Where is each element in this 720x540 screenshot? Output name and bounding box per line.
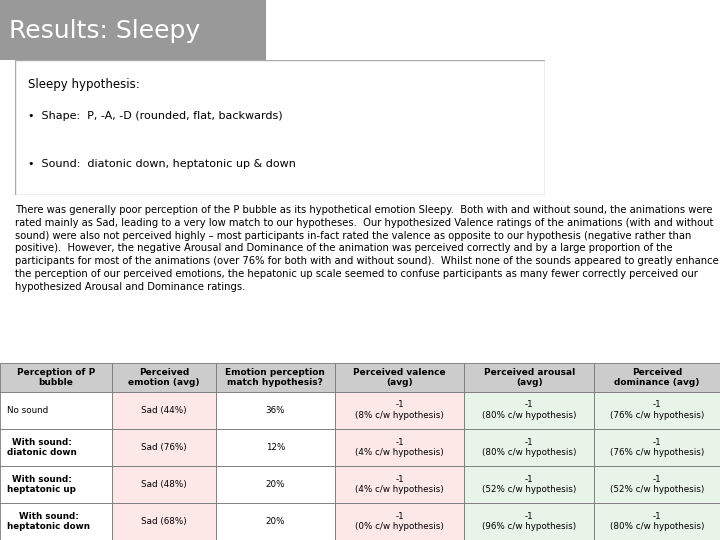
Text: Sleepy hypothesis:: Sleepy hypothesis: bbox=[28, 78, 140, 91]
Text: Results: Sleepy: Results: Sleepy bbox=[9, 19, 199, 43]
Bar bbox=[216, 363, 335, 391]
Bar bbox=[594, 466, 720, 503]
Bar bbox=[0, 429, 112, 466]
Text: There was generally poor perception of the P bubble as its hypothetical emotion : There was generally poor perception of t… bbox=[15, 205, 719, 292]
Text: No sound: No sound bbox=[7, 406, 48, 415]
Text: -1
(76% c/w hypothesis): -1 (76% c/w hypothesis) bbox=[610, 400, 704, 420]
Text: -1
(80% c/w hypothesis): -1 (80% c/w hypothesis) bbox=[610, 512, 704, 531]
Text: With sound:
heptatonic down: With sound: heptatonic down bbox=[7, 512, 90, 531]
Text: Sad (68%): Sad (68%) bbox=[141, 517, 186, 526]
Text: -1
(80% c/w hypothesis): -1 (80% c/w hypothesis) bbox=[482, 437, 577, 457]
Bar bbox=[0, 466, 112, 503]
Bar bbox=[112, 392, 216, 429]
Bar bbox=[594, 429, 720, 466]
Text: •  Shape:  P, -A, -D (rounded, flat, backwards): • Shape: P, -A, -D (rounded, flat, backw… bbox=[28, 111, 283, 122]
Text: Sad (76%): Sad (76%) bbox=[141, 443, 186, 452]
Bar bbox=[464, 429, 594, 466]
Bar bbox=[335, 466, 464, 503]
Text: 36%: 36% bbox=[266, 406, 285, 415]
Bar bbox=[112, 363, 216, 391]
Bar bbox=[0, 503, 112, 540]
Text: -1
(52% c/w hypothesis): -1 (52% c/w hypothesis) bbox=[610, 475, 704, 494]
Bar bbox=[0, 392, 112, 429]
Bar bbox=[0, 0, 266, 60]
Text: Perception of P
bubble: Perception of P bubble bbox=[17, 368, 95, 387]
Bar bbox=[112, 466, 216, 503]
Bar bbox=[216, 429, 335, 466]
Text: With sound:
heptatonic up: With sound: heptatonic up bbox=[7, 475, 76, 494]
Text: Perceived valence
(avg): Perceived valence (avg) bbox=[354, 368, 446, 387]
Bar bbox=[216, 503, 335, 540]
Text: -1
(76% c/w hypothesis): -1 (76% c/w hypothesis) bbox=[610, 437, 704, 457]
Bar bbox=[112, 429, 216, 466]
Bar bbox=[464, 466, 594, 503]
Text: 20%: 20% bbox=[266, 480, 285, 489]
Bar bbox=[335, 392, 464, 429]
Bar bbox=[594, 503, 720, 540]
Bar bbox=[594, 363, 720, 391]
Bar bbox=[335, 429, 464, 466]
Bar bbox=[335, 503, 464, 540]
Text: Sad (44%): Sad (44%) bbox=[141, 406, 186, 415]
Text: •  Sound:  diatonic down, heptatonic up & down: • Sound: diatonic down, heptatonic up & … bbox=[28, 159, 296, 168]
Text: -1
(80% c/w hypothesis): -1 (80% c/w hypothesis) bbox=[482, 400, 577, 420]
Bar bbox=[0, 363, 112, 391]
Text: Emotion perception
match hypothesis?: Emotion perception match hypothesis? bbox=[225, 368, 325, 387]
Bar bbox=[464, 363, 594, 391]
Text: Perceived
emotion (avg): Perceived emotion (avg) bbox=[128, 368, 199, 387]
Bar bbox=[594, 392, 720, 429]
Bar bbox=[464, 503, 594, 540]
Text: -1
(52% c/w hypothesis): -1 (52% c/w hypothesis) bbox=[482, 475, 577, 494]
Text: -1
(0% c/w hypothesis): -1 (0% c/w hypothesis) bbox=[355, 512, 444, 531]
Text: With sound:
diatonic down: With sound: diatonic down bbox=[7, 437, 77, 457]
Text: -1
(4% c/w hypothesis): -1 (4% c/w hypothesis) bbox=[355, 437, 444, 457]
Text: -1
(96% c/w hypothesis): -1 (96% c/w hypothesis) bbox=[482, 512, 576, 531]
Text: -1
(8% c/w hypothesis): -1 (8% c/w hypothesis) bbox=[355, 400, 444, 420]
Bar bbox=[112, 503, 216, 540]
Text: Sad (48%): Sad (48%) bbox=[141, 480, 186, 489]
Bar bbox=[216, 392, 335, 429]
Bar bbox=[335, 363, 464, 391]
Bar bbox=[464, 392, 594, 429]
Text: -1
(4% c/w hypothesis): -1 (4% c/w hypothesis) bbox=[355, 475, 444, 494]
Text: 12%: 12% bbox=[266, 443, 285, 452]
Text: Perceived arousal
(avg): Perceived arousal (avg) bbox=[484, 368, 575, 387]
Text: 20%: 20% bbox=[266, 517, 285, 526]
Bar bbox=[216, 466, 335, 503]
Text: Perceived
dominance (avg): Perceived dominance (avg) bbox=[614, 368, 700, 387]
